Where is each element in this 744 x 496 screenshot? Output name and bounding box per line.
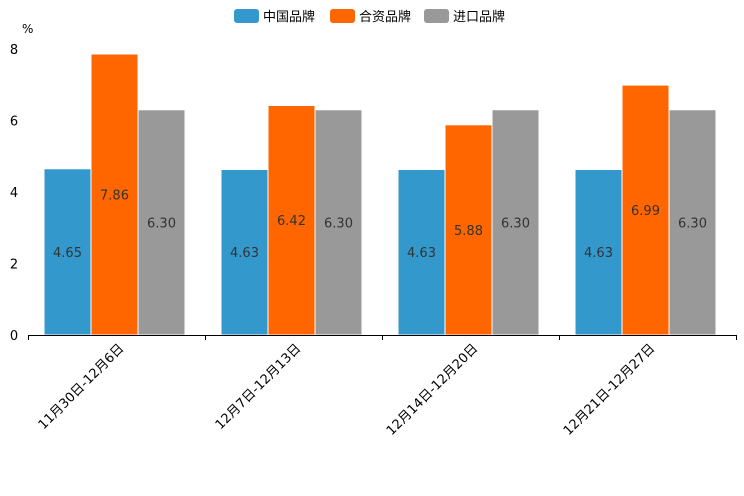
legend: 中国品牌 合资品牌 进口品牌	[234, 9, 505, 25]
bar[interactable]	[43, 168, 92, 336]
bar[interactable]	[90, 53, 139, 336]
data-label: 6.30	[678, 216, 707, 231]
y-tick-label: 8	[10, 43, 18, 58]
y-tick-label: 0	[10, 329, 18, 344]
legend-label[interactable]: 中国品牌	[263, 9, 315, 25]
y-tick-label: 2	[10, 258, 18, 273]
bar[interactable]	[314, 109, 363, 336]
data-label: 4.65	[53, 246, 82, 261]
x-axis: 11月30日-12月6日 12月7日-12月13日 12月14日-12月20日 12月…	[28, 335, 737, 439]
y-tick-label: 6	[10, 115, 18, 130]
x-tick-label: 11月30日-12月6日	[36, 341, 128, 433]
data-label: 6.30	[324, 216, 353, 231]
bar[interactable]	[267, 104, 316, 336]
x-tick-label: 12月14日-12月20日	[384, 341, 481, 438]
bars	[43, 53, 717, 336]
data-label: 6.30	[501, 216, 530, 231]
bar[interactable]	[444, 124, 493, 336]
x-tick-label: 12月7日-12月13日	[213, 341, 305, 433]
data-label: 6.99	[631, 204, 660, 219]
x-tick-label: 12月21日-12月27日	[561, 341, 658, 438]
data-labels: 4.65 7.86 6.30 4.63 6.42 6.30 4.63 5.88 6.30 4.63…	[53, 189, 707, 262]
data-label: 4.63	[230, 246, 259, 261]
legend-swatch[interactable]	[424, 9, 449, 23]
y-tick-label: 4	[10, 186, 18, 201]
data-label: 6.42	[277, 214, 306, 229]
bar[interactable]	[137, 109, 186, 336]
data-label: 4.63	[584, 246, 613, 261]
legend-label[interactable]: 合资品牌	[359, 9, 411, 25]
data-label: 7.86	[100, 189, 129, 204]
y-axis: 0 2 4 6 8	[10, 43, 18, 344]
bar[interactable]	[220, 168, 269, 336]
bar[interactable]	[668, 109, 717, 336]
data-label: 5.88	[454, 224, 483, 239]
y-axis-unit: %	[22, 22, 33, 36]
legend-swatch[interactable]	[234, 9, 259, 23]
data-label: 4.63	[407, 246, 436, 261]
legend-label[interactable]: 进口品牌	[453, 9, 505, 25]
legend-swatch[interactable]	[330, 9, 355, 23]
data-label: 6.30	[147, 216, 176, 231]
bar[interactable]	[574, 168, 623, 336]
